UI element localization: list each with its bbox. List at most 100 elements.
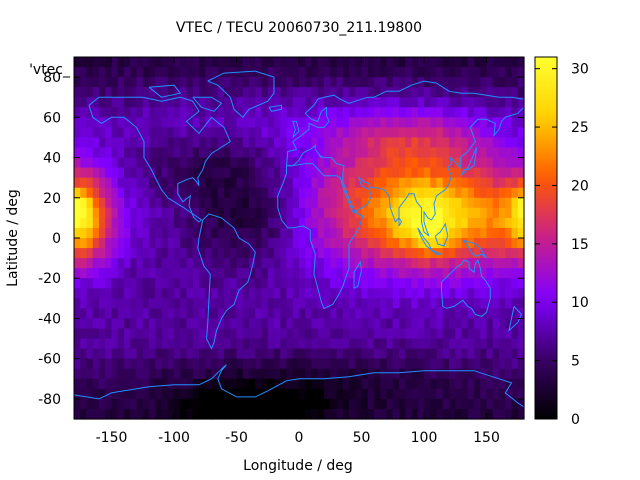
heatmap-cell — [236, 137, 244, 149]
heatmap-cell — [99, 358, 106, 370]
heatmap-cell — [349, 87, 356, 98]
heatmap-cell — [349, 368, 356, 380]
heatmap-cell — [492, 248, 500, 259]
heatmap-cell — [155, 388, 163, 400]
heatmap-cell — [155, 177, 163, 189]
heatmap-cell — [461, 177, 469, 189]
heatmap-cell — [255, 217, 263, 229]
heatmap-cell — [474, 388, 481, 400]
heatmap-cell — [399, 87, 406, 98]
heatmap-cell — [205, 227, 213, 239]
heatmap-cell — [361, 348, 369, 360]
heatmap-cell — [461, 248, 469, 259]
heatmap-cell — [205, 278, 213, 289]
heatmap-cell — [424, 117, 431, 128]
heatmap-cell — [142, 197, 150, 209]
heatmap-cell — [361, 187, 369, 199]
heatmap-cell — [442, 217, 450, 229]
heatmap-cell — [92, 207, 100, 219]
heatmap-cell — [511, 328, 519, 340]
heatmap-cell — [199, 378, 206, 390]
heatmap-cell — [149, 207, 156, 219]
heatmap-cell — [230, 197, 238, 209]
heatmap-cell — [80, 248, 88, 259]
heatmap-cell — [174, 137, 181, 149]
heatmap-cell — [261, 197, 269, 209]
heatmap-cell — [99, 328, 106, 340]
heatmap-cell — [230, 268, 238, 279]
heatmap-cell — [286, 248, 294, 259]
heatmap-cell — [386, 378, 394, 390]
heatmap-cell — [511, 248, 519, 259]
heatmap-cell — [230, 408, 238, 420]
heatmap-cell — [374, 207, 381, 219]
heatmap-cell — [224, 197, 231, 209]
heatmap-cell — [211, 67, 219, 78]
heatmap-cell — [317, 67, 325, 78]
heatmap-cell — [205, 258, 213, 269]
heatmap-cell — [230, 248, 238, 259]
heatmap-cell — [80, 268, 88, 279]
heatmap-cell — [449, 147, 456, 159]
heatmap-cell — [136, 348, 144, 360]
heatmap-cell — [349, 268, 356, 279]
heatmap-cell — [86, 97, 94, 108]
heatmap-cell — [349, 308, 356, 320]
heatmap-cell — [274, 97, 281, 108]
heatmap-cell — [180, 358, 188, 370]
heatmap-cell — [361, 398, 369, 410]
heatmap-cell — [280, 127, 288, 139]
heatmap-cell — [461, 147, 469, 159]
heatmap-cell — [274, 378, 281, 390]
heatmap-cell — [305, 207, 313, 219]
heatmap-cell — [399, 97, 406, 108]
heatmap-cell — [286, 298, 294, 309]
heatmap-cell — [361, 408, 369, 420]
heatmap-cell — [361, 127, 369, 139]
heatmap-cell — [461, 57, 469, 68]
heatmap-cell — [186, 328, 194, 340]
heatmap-cell — [167, 278, 175, 289]
heatmap-cell — [355, 147, 363, 159]
heatmap-cell — [442, 348, 450, 360]
heatmap-cell — [105, 358, 113, 370]
heatmap-cell — [474, 177, 481, 189]
heatmap-cell — [411, 308, 419, 320]
heatmap-cell — [186, 318, 194, 330]
heatmap-cell — [317, 97, 325, 108]
heatmap-cell — [205, 288, 213, 299]
heatmap-cell — [230, 288, 238, 299]
heatmap-cell — [367, 378, 375, 390]
heatmap-cell — [305, 127, 313, 139]
heatmap-cell — [355, 227, 363, 239]
heatmap-cell — [380, 388, 388, 400]
heatmap-cell — [149, 107, 156, 118]
heatmap-cell — [480, 238, 488, 249]
heatmap-cell — [117, 67, 125, 78]
heatmap-cell — [224, 87, 231, 98]
heatmap-cell — [199, 67, 206, 78]
heatmap-cell — [374, 57, 381, 68]
heatmap-cell — [305, 278, 313, 289]
heatmap-cell — [230, 117, 238, 128]
heatmap-cell — [374, 217, 381, 229]
heatmap-cell — [286, 328, 294, 340]
heatmap-cell — [436, 127, 444, 139]
heatmap-cell — [186, 268, 194, 279]
heatmap-cell — [161, 117, 169, 128]
heatmap-cell — [467, 388, 475, 400]
heatmap-cell — [224, 348, 231, 360]
heatmap-cell — [467, 87, 475, 98]
heatmap-cell — [117, 167, 125, 179]
heatmap-cell — [305, 77, 313, 88]
heatmap-cell — [355, 348, 363, 360]
heatmap-cell — [499, 107, 506, 118]
heatmap-cell — [374, 408, 381, 420]
heatmap-cell — [99, 147, 106, 159]
heatmap-cell — [449, 388, 456, 400]
heatmap-cell — [455, 67, 463, 78]
heatmap-cell — [105, 147, 113, 159]
heatmap-cell — [99, 167, 106, 179]
heatmap-cell — [467, 248, 475, 259]
heatmap-cell — [411, 408, 419, 420]
